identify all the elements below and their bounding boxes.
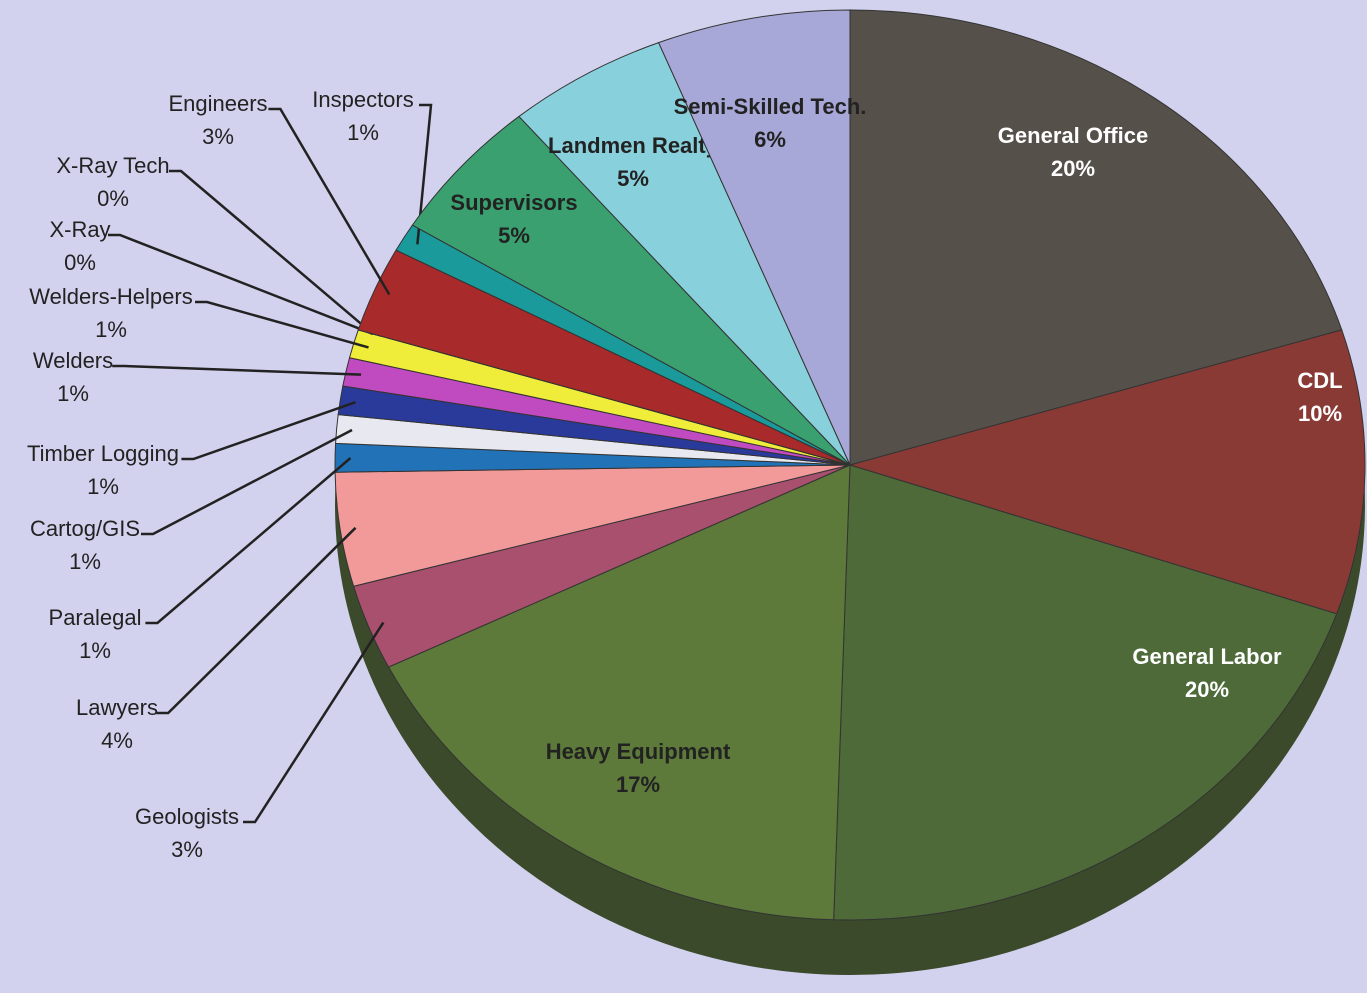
leader-line [156,526,357,715]
leader-line [145,457,352,625]
slice-value-label: 1% [79,638,111,663]
slice-value-label: 17% [616,772,660,797]
slice-value-label: 5% [498,223,530,248]
leader-line [416,103,433,245]
leader-line [169,169,374,335]
leader-line [112,364,362,376]
slice-value-label: 6% [754,127,786,152]
slice-label: Geologists [135,804,239,829]
pie-slice [657,9,851,466]
pie-slice [848,329,1366,615]
slice-value-label: 20% [1185,677,1229,702]
slice-label: Welders-Helpers [29,284,192,309]
slice-label: Welders [33,348,113,373]
pie-slice [849,9,1343,466]
slice-label: CDL [1297,368,1342,393]
leader-line [268,107,391,296]
slice-label: General Office [998,123,1148,148]
slice-value-label: 20% [1051,156,1095,181]
leader-line [141,428,353,536]
slice-value-label: 4% [101,728,133,753]
slice-value-label: 3% [171,837,203,862]
slice-label: Cartog/GIS [30,516,140,541]
leader-line [108,233,374,336]
slice-value-label: 5% [617,166,649,191]
slice-label: Engineers [168,91,267,116]
slice-label: Semi-Skilled Tech. [674,94,867,119]
leader-line [243,621,385,824]
slice-value-label: 1% [69,549,101,574]
slice-label: Timber Logging [27,441,179,466]
slice-value-label: 0% [97,186,129,211]
slice-label: Lawyers [76,695,158,720]
leader-line [195,300,369,349]
slice-label: Heavy Equipment [546,739,731,764]
slice-value-label: 1% [87,474,119,499]
slice-label: Paralegal [49,605,142,630]
slice-label: General Labor [1132,644,1282,669]
slice-label: Landmen Realty [548,133,719,158]
slice-value-label: 1% [57,381,89,406]
pie-slice [833,464,1338,921]
slice-label: Supervisors [450,190,577,215]
slice-value-label: 3% [202,124,234,149]
slice-value-label: 0% [64,250,96,275]
slice-label: Inspectors [312,87,414,112]
slice-label: X-Ray [49,217,110,242]
slice-value-label: 10% [1298,401,1342,426]
pie-slice [387,464,851,921]
slice-value-label: 1% [347,120,379,145]
slice-label: X-Ray Tech [56,153,169,178]
pie-slice [518,41,851,466]
leader-line [181,401,356,461]
pie-slice [411,115,851,466]
slice-value-label: 1% [95,317,127,342]
